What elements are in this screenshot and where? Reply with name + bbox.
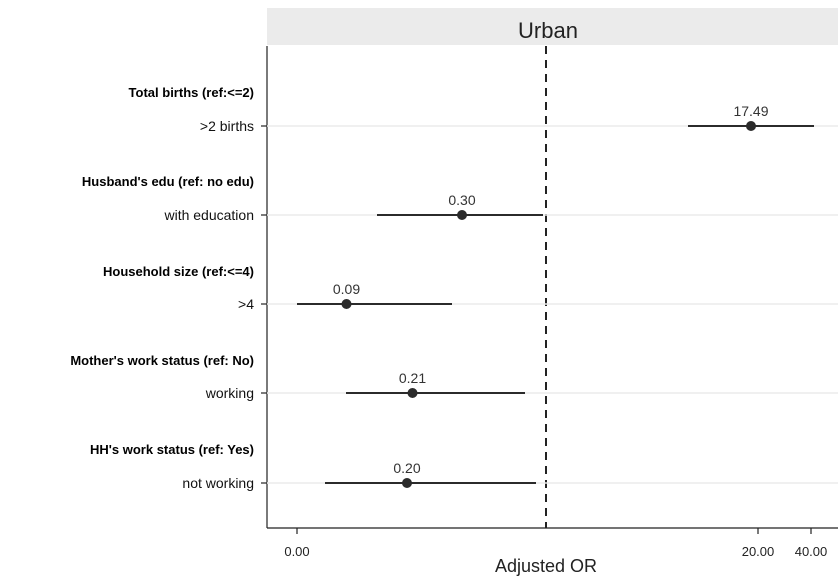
or-point <box>457 210 467 220</box>
chart-title: Urban <box>518 18 578 43</box>
group-label: Household size (ref:<=4) <box>103 264 254 279</box>
panel-title-band <box>267 8 838 45</box>
or-point <box>746 121 756 131</box>
level-label: working <box>205 385 254 401</box>
or-value-label: 17.49 <box>733 103 768 119</box>
or-point <box>341 299 352 309</box>
group-label: Husband's edu (ref: no edu) <box>82 174 254 189</box>
level-label: not working <box>182 475 254 491</box>
group-label: Mother's work status (ref: No) <box>70 353 254 368</box>
group-label: HH's work status (ref: Yes) <box>90 442 254 457</box>
or-value-label: 0.21 <box>399 370 426 386</box>
level-label: with education <box>163 207 254 223</box>
or-point <box>407 388 418 398</box>
rows-layer: Total births (ref:<=2) >2 births 17.49 Husb… <box>70 85 838 491</box>
x-tick-label: 40.00 <box>795 544 828 559</box>
or-value-label: 0.30 <box>448 192 475 208</box>
group-label: Total births (ref:<=2) <box>129 85 254 100</box>
or-value-label: 0.09 <box>333 281 360 297</box>
x-tick-label: 0.00 <box>284 544 309 559</box>
or-point <box>402 478 412 488</box>
level-label: >4 <box>238 296 254 312</box>
x-tick-label: 20.00 <box>742 544 775 559</box>
or-value-label: 0.20 <box>393 460 420 476</box>
x-axis-label: Adjusted OR <box>495 556 597 576</box>
level-label: >2 births <box>200 118 254 134</box>
